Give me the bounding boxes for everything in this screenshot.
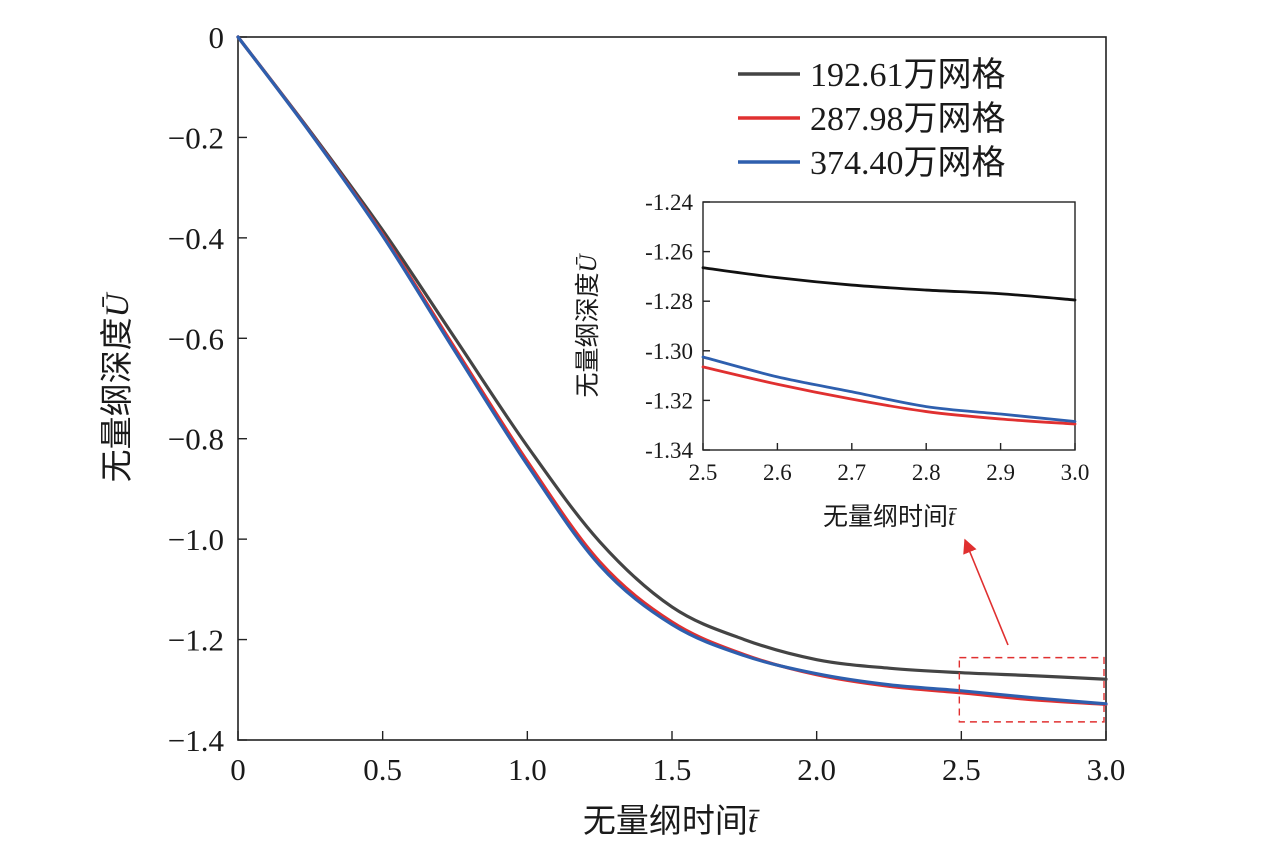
inset-y-axis-label: 无量纲深度Ū bbox=[574, 253, 602, 398]
main-y-tick-label: −0.8 bbox=[168, 422, 224, 457]
main-x-tick-label: 0.5 bbox=[363, 752, 402, 787]
main-y-tick-label: −0.4 bbox=[168, 221, 225, 256]
inset-series-line-0 bbox=[701, 266, 1077, 302]
main-y-tick-label: 0 bbox=[209, 20, 225, 55]
main-y-tick-label: −1.2 bbox=[168, 623, 224, 658]
inset-x-tick-label: 2.5 bbox=[689, 460, 718, 485]
inset-plot-frame bbox=[702, 201, 1076, 451]
main-y-axis-label: 无量纲深度Ū bbox=[99, 291, 136, 482]
main-x-tick-label: 0 bbox=[230, 752, 246, 787]
inset-x-tick-label: 3.0 bbox=[1061, 460, 1090, 485]
inset-series-line-2 bbox=[701, 355, 1077, 423]
main-y-tick-label: −1.0 bbox=[168, 522, 224, 557]
inset-series-group bbox=[701, 266, 1077, 426]
legend-label-374: 374.40万网格 bbox=[810, 144, 1006, 182]
main-x-tick-label: 2.5 bbox=[942, 752, 981, 787]
inset-y-tick-label: -1.26 bbox=[645, 240, 693, 265]
inset-series-line-1 bbox=[701, 365, 1077, 426]
main-x-tick-label: 1.5 bbox=[653, 752, 692, 787]
inset-y-tick-label: -1.34 bbox=[645, 438, 693, 463]
inset-x-tick-label: 2.8 bbox=[912, 460, 941, 485]
main-series-line-0 bbox=[236, 35, 1108, 681]
inset-x-axis-label: 无量纲时间t̄ bbox=[823, 503, 958, 531]
main-y-tick-label: −0.2 bbox=[168, 120, 224, 155]
legend: 192.61万网格 287.98万网格 374.40万网格 bbox=[738, 56, 1006, 182]
main-y-tick-label: −1.4 bbox=[168, 723, 225, 758]
inset-axis-ticks: 2.5 2.6 2.7 2.8 2.9 3.0 -1.24 -1.26 -1.28 -1.30 -1… bbox=[645, 190, 1089, 485]
zoom-region-box bbox=[958, 656, 1105, 723]
main-x-tick-label: 1.0 bbox=[508, 752, 547, 787]
legend-label-192: 192.61万网格 bbox=[810, 56, 1006, 94]
inset-y-tick-label: -1.28 bbox=[645, 289, 693, 314]
inset-y-tick-label: -1.32 bbox=[645, 388, 693, 413]
zoom-arrow bbox=[963, 538, 1009, 646]
main-series-group bbox=[236, 35, 1108, 706]
main-x-axis-label: 无量纲时间t̄ bbox=[583, 803, 761, 840]
main-axis-ticks: 0 0.5 1.0 1.5 2.0 2.5 3.0 0 −0.2 −0.4 −0.6 −0.8 −1.0… bbox=[168, 20, 1126, 787]
inset-y-tick-label: -1.30 bbox=[645, 339, 693, 364]
inset-x-tick-label: 2.7 bbox=[837, 460, 866, 485]
legend-label-287: 287.98万网格 bbox=[810, 100, 1006, 138]
main-x-tick-label: 2.0 bbox=[797, 752, 836, 787]
main-y-tick-label: −0.6 bbox=[168, 321, 224, 356]
inset-y-tick-label: -1.24 bbox=[645, 190, 693, 215]
main-series-line-2 bbox=[236, 35, 1108, 706]
main-x-tick-label: 3.0 bbox=[1087, 752, 1126, 787]
inset-x-tick-label: 2.9 bbox=[986, 460, 1015, 485]
inset-x-tick-label: 2.6 bbox=[763, 460, 792, 485]
